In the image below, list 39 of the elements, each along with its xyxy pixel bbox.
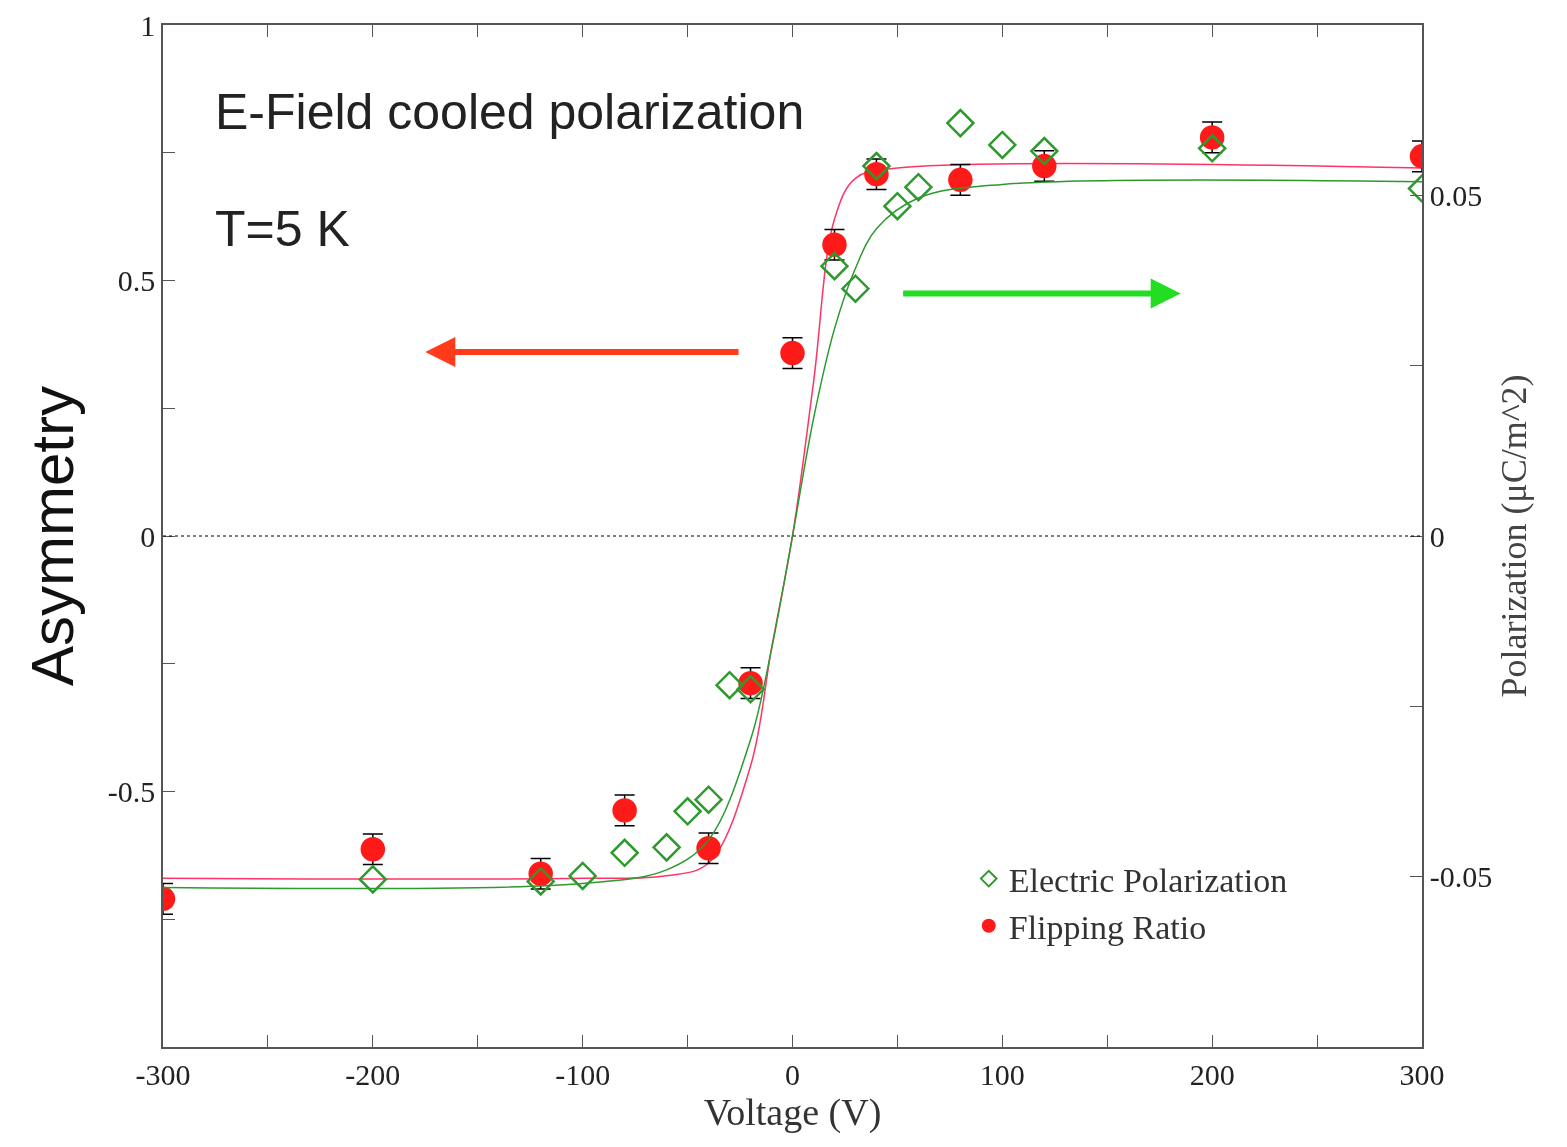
point <box>841 274 870 303</box>
y2-tick-label: -0.05 <box>1429 860 1493 894</box>
x-tick-label: -200 <box>345 1057 401 1091</box>
point <box>673 797 702 826</box>
y-tick-label: 0 <box>140 519 156 553</box>
point <box>652 833 681 862</box>
y2-tick-label: 0 <box>1429 519 1445 553</box>
point <box>988 130 1017 160</box>
point <box>820 251 849 281</box>
x-tick-label: 300 <box>1399 1057 1445 1091</box>
y-axis-title: Asymmetry <box>18 386 86 686</box>
point <box>883 191 912 221</box>
y2-axis-title: Polarization (μC/m^2) <box>1494 374 1535 698</box>
y-tick-label: 1 <box>140 8 156 42</box>
point <box>715 670 744 700</box>
y-tick-label: -0.5 <box>107 775 156 808</box>
y2-tick-label: 0.05 <box>1429 178 1483 212</box>
point <box>946 108 975 138</box>
point <box>694 785 723 814</box>
point <box>526 867 555 896</box>
x-tick-label: -100 <box>555 1057 611 1091</box>
annotation: E-Field cooled polarization <box>215 84 805 140</box>
point <box>568 861 597 891</box>
point <box>736 675 765 704</box>
point <box>610 838 639 868</box>
x-axis-title: Voltage (V) <box>703 1090 882 1134</box>
legend-label: Electric Polarization <box>1008 861 1288 899</box>
x-tick-label: 100 <box>979 1057 1025 1091</box>
x-tick-label: 0 <box>785 1057 800 1091</box>
point <box>358 865 388 894</box>
x-tick-label: -300 <box>135 1057 191 1091</box>
x-tick-label: 200 <box>1189 1057 1235 1091</box>
annotation: T=5 K <box>215 201 350 257</box>
point <box>1197 134 1227 163</box>
y-tick-label: 0.5 <box>117 264 156 297</box>
point <box>904 172 933 202</box>
point <box>1030 136 1059 166</box>
point <box>862 151 891 181</box>
legend-label: Flipping Ratio <box>1008 909 1207 947</box>
